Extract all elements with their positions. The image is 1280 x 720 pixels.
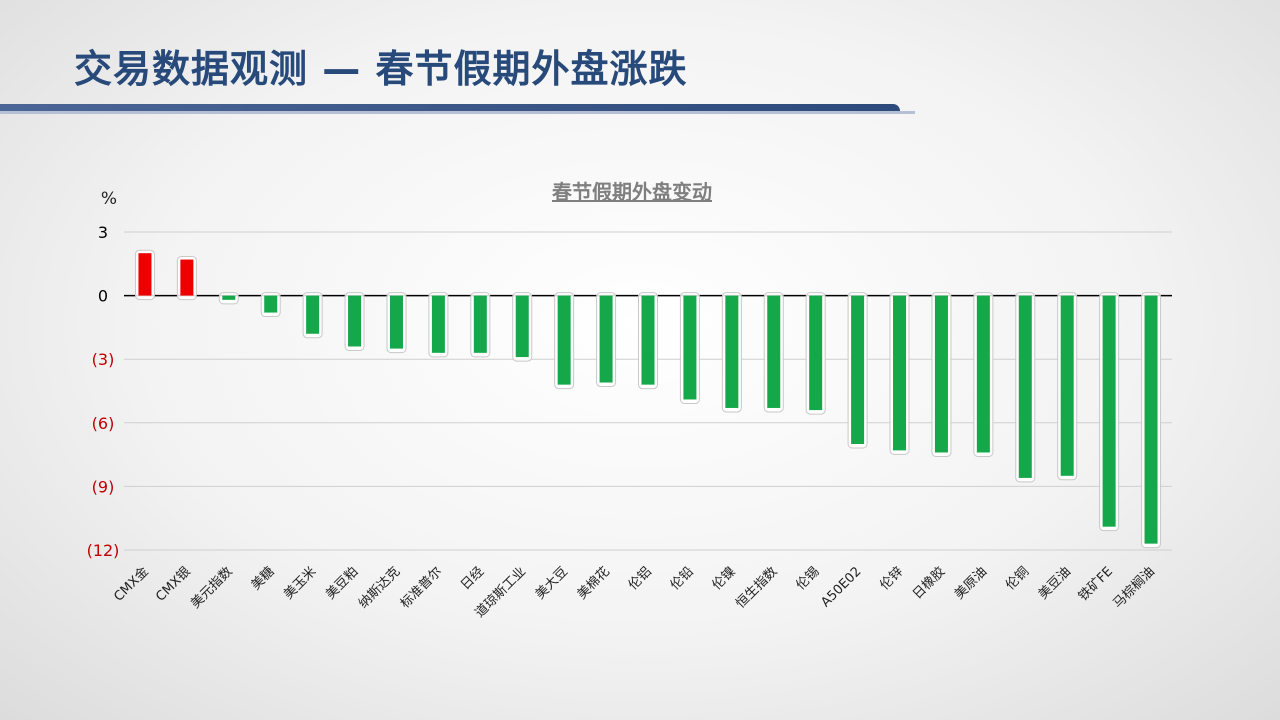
x-tick-label: 铁矿FE	[1076, 564, 1116, 604]
bar-标准普尔	[431, 295, 445, 353]
gridlines	[124, 231, 1172, 551]
y-tick-label: (12)	[87, 541, 120, 560]
x-tick-label: 日橡胶	[909, 564, 948, 603]
x-tick-label: 美元指数	[188, 564, 235, 611]
title-underline-shadow	[0, 111, 915, 114]
bar-道琼斯工业	[515, 295, 529, 358]
bar-美豆油	[1060, 295, 1074, 476]
bar-伦锡	[809, 295, 823, 411]
bar-伦铜	[1018, 295, 1032, 478]
bar-日经	[473, 295, 487, 353]
bar-伦镍	[725, 295, 739, 408]
x-tick-label: 恒生指数	[733, 564, 780, 611]
bar-美大豆	[557, 295, 571, 385]
y-axis-ticks: 3 0 (3) (6) (9) (12)	[87, 223, 120, 560]
bar-美糖	[264, 295, 278, 313]
bar-马棕榈油	[1144, 295, 1158, 544]
header: 交易数据观测 — 春节假期外盘涨跌	[0, 0, 1280, 120]
bar-CMX金	[138, 253, 152, 296]
x-tick-label: 美大豆	[533, 564, 571, 602]
bar-美原油	[976, 295, 990, 453]
x-tick-label: 美豆油	[1036, 564, 1074, 602]
bar-CMX银	[180, 259, 194, 296]
bar-美玉米	[306, 295, 320, 334]
bar-伦铅	[683, 295, 697, 400]
x-tick-label: 马棕榈油	[1110, 564, 1157, 611]
y-tick-label: 3	[98, 223, 108, 242]
x-tick-label: 纳斯达克	[356, 564, 403, 611]
x-tick-label: 伦锌	[877, 564, 906, 593]
x-tick-label: 日经	[458, 564, 487, 593]
bar-伦铝	[641, 295, 655, 385]
x-tick-label: 伦铅	[668, 564, 697, 593]
x-tick-label: 伦镍	[710, 564, 739, 593]
x-tick-label: 伦铝	[626, 564, 655, 593]
bars	[134, 249, 1162, 549]
y-tick-label: (6)	[92, 414, 115, 433]
y-tick-label: 0	[98, 287, 108, 306]
bar-恒生指数	[767, 295, 781, 408]
x-tick-label: 美棉花	[574, 564, 613, 603]
x-tick-label: CMX金	[111, 564, 152, 605]
x-tick-label: CMX银	[153, 564, 193, 604]
bar-A50E02	[851, 295, 865, 444]
x-tick-label: 伦锡	[794, 564, 823, 593]
chart-title: 春节假期外盘变动	[551, 180, 712, 204]
bar-美豆粕	[348, 295, 362, 347]
x-tick-label: 伦铜	[1003, 564, 1032, 593]
x-tick-label: 标准普尔	[398, 564, 445, 611]
x-tick-label: A50E02	[818, 564, 864, 610]
bar-纳斯达克	[389, 295, 403, 349]
bar-伦锌	[893, 295, 907, 451]
bar-铁矿FE	[1102, 295, 1116, 527]
y-tick-label: (3)	[92, 350, 115, 369]
x-tick-label: 美糖	[248, 564, 278, 594]
title-underline	[0, 104, 900, 111]
page-title: 交易数据观测 — 春节假期外盘涨跌	[74, 47, 688, 91]
x-tick-label: 美豆粕	[323, 564, 361, 602]
x-tick-label: 美原油	[952, 564, 990, 602]
bar-日橡胶	[934, 295, 948, 453]
y-axis-unit-label: %	[101, 189, 117, 209]
y-tick-label: (9)	[92, 477, 115, 496]
bar-美元指数	[222, 295, 236, 300]
bar-美棉花	[599, 295, 613, 383]
x-tick-label: 美玉米	[281, 564, 319, 602]
